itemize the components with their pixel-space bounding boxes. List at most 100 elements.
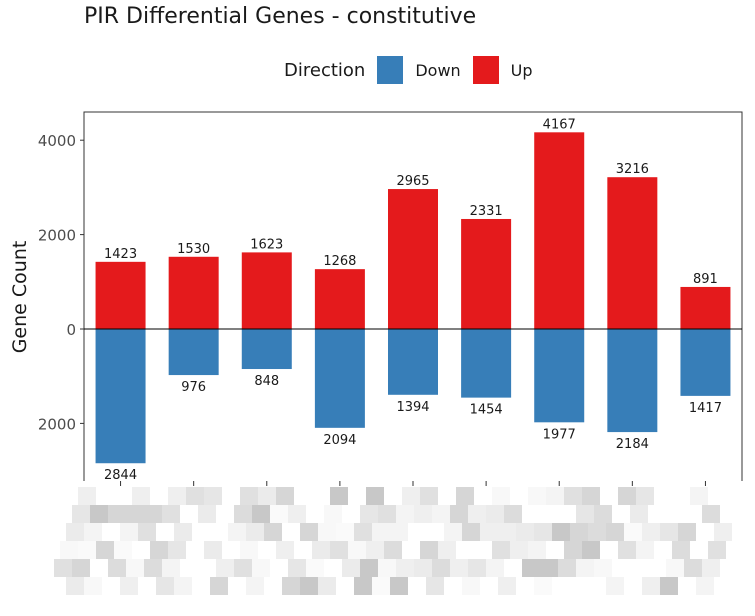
bar-up (241, 252, 292, 329)
obscured-x-label-pixel (576, 559, 594, 577)
obscured-x-label-pixel (216, 559, 234, 577)
legend: Direction Down Up (284, 54, 545, 86)
bar-up (95, 261, 146, 329)
data-label-down: 848 (254, 374, 279, 389)
data-label-down: 1977 (543, 427, 576, 442)
obscured-x-label-pixel (498, 577, 516, 595)
data-label-down: 1454 (470, 403, 503, 418)
data-label-down: 1394 (396, 400, 429, 415)
legend-swatch-up (472, 56, 499, 84)
obscured-x-label-pixel (120, 577, 138, 595)
obscured-x-label-pixel (114, 541, 132, 559)
obscured-x-label-pixel (66, 577, 84, 595)
obscured-x-label-pixel (684, 559, 702, 577)
obscured-x-label-pixel (702, 505, 720, 523)
obscured-x-label-pixel (84, 523, 102, 541)
obscured-x-label-pixel (270, 505, 288, 523)
obscured-x-label-pixel (60, 541, 78, 559)
bar-down (680, 329, 731, 396)
bar-up (534, 132, 585, 329)
y-tick-label: 2000 (38, 227, 76, 245)
data-label-down: 976 (181, 380, 206, 395)
obscured-x-label-pixel (144, 559, 162, 577)
obscured-x-label-pixel (252, 559, 270, 577)
obscured-x-label-pixel (240, 541, 258, 559)
y-tick-label: 0 (66, 321, 76, 339)
legend-label-up: Up (510, 60, 533, 80)
obscured-x-label-pixel (306, 559, 324, 577)
obscured-x-label-pixel (126, 505, 144, 523)
obscured-x-label-pixel (138, 523, 156, 541)
obscured-x-label-pixel (108, 505, 126, 523)
obscured-x-label-pixel (240, 487, 258, 505)
obscured-x-label-pixel (690, 487, 708, 505)
obscured-x-label-pixel (162, 559, 180, 577)
legend-label-down: Down (415, 60, 461, 80)
obscured-x-label-pixel (72, 559, 90, 577)
bar-up (461, 218, 512, 329)
obscured-x-label-pixel (204, 487, 222, 505)
obscured-x-label-pixel (150, 541, 168, 559)
obscured-x-label-pixel (444, 523, 462, 541)
obscured-x-label-pixel (246, 577, 264, 595)
obscured-x-label-pixel (300, 577, 318, 595)
obscured-x-label-pixel (90, 505, 108, 523)
obscured-x-label-pixel (564, 487, 582, 505)
obscured-x-label-pixel (480, 523, 498, 541)
obscured-x-label-pixel (156, 577, 174, 595)
data-label-down: 1417 (689, 401, 722, 416)
data-label-up: 2965 (396, 174, 429, 189)
obscured-x-label-pixel (402, 487, 420, 505)
obscured-x-label-pixel (432, 559, 450, 577)
bar-up (607, 177, 658, 329)
obscured-x-label-pixel (582, 487, 600, 505)
obscured-x-label-pixel (498, 523, 516, 541)
obscured-x-label-pixel (336, 523, 354, 541)
obscured-x-label-pixel (390, 523, 408, 541)
bar-up (314, 269, 365, 329)
obscured-x-label-pixel (552, 523, 570, 541)
legend-item-up: Up (472, 56, 533, 84)
obscured-x-label-pixel (546, 487, 564, 505)
chart-title: PIR Differential Genes - constitutive (84, 4, 477, 29)
obscured-x-label-pixel (534, 523, 552, 541)
obscured-x-label-pixel (708, 541, 726, 559)
obscured-x-label-pixel (120, 523, 138, 541)
obscured-x-label-pixel (414, 505, 432, 523)
bar-up (168, 256, 219, 329)
obscured-x-label-pixel (168, 541, 186, 559)
obscured-x-label-pixel (330, 487, 348, 505)
obscured-x-label-pixel (486, 505, 504, 523)
obscured-x-label-pixel (450, 505, 468, 523)
obscured-x-label-pixel (564, 541, 582, 559)
obscured-x-label-pixel (366, 541, 384, 559)
obscured-x-label-pixel (624, 523, 642, 541)
obscured-x-label-pixel (522, 559, 540, 577)
obscured-x-label-pixel (606, 523, 624, 541)
obscured-x-label-pixel (396, 505, 414, 523)
obscured-x-label-pixel (468, 505, 486, 523)
bar-down (461, 329, 512, 398)
obscured-x-label-pixel (504, 505, 522, 523)
obscured-x-label-pixel (534, 577, 552, 595)
obscured-x-label-pixel (672, 541, 690, 559)
obscured-x-label-pixel (528, 541, 546, 559)
bar-down (241, 329, 292, 370)
obscured-x-label-pixel (108, 559, 126, 577)
obscured-x-label-pixel (354, 523, 372, 541)
bar-down (95, 329, 146, 464)
obscured-x-label-pixel (468, 559, 486, 577)
obscured-x-label-pixel (594, 559, 612, 577)
data-label-up: 1423 (104, 247, 137, 262)
bar-down (314, 329, 365, 428)
obscured-x-label-pixel (540, 559, 558, 577)
obscured-x-label-pixel (168, 487, 186, 505)
obscured-x-label-pixel (210, 577, 228, 595)
obscured-x-label-pixel (300, 523, 318, 541)
legend-swatch-down (377, 56, 404, 84)
obscured-x-label-pixel (54, 559, 72, 577)
obscured-x-label-pixel (228, 523, 246, 541)
obscured-x-label-pixel (456, 487, 474, 505)
data-label-down: 2844 (104, 468, 137, 483)
obscured-x-label-pixel (126, 559, 144, 577)
